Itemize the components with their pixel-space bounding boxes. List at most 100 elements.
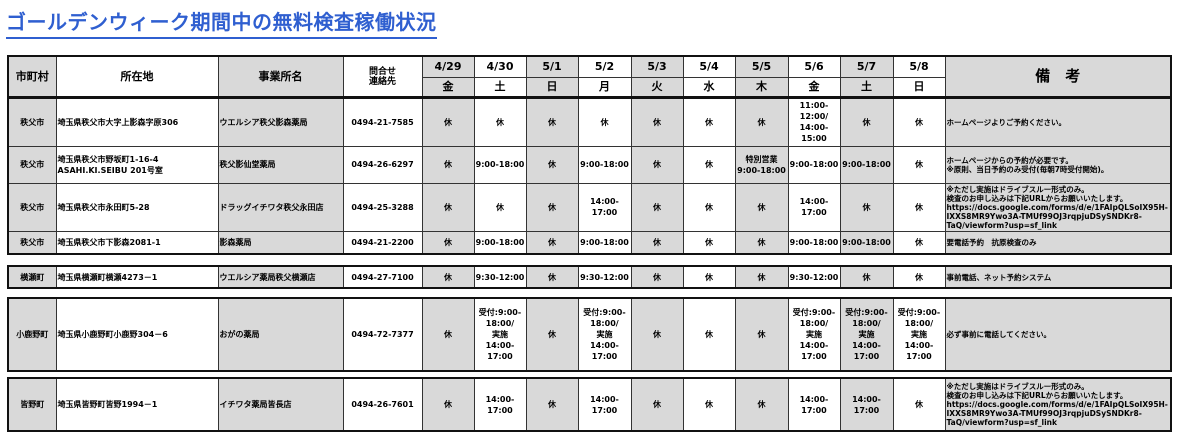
schedule-cell: 休 bbox=[421, 377, 475, 432]
table-header: 市町村 所在地 事業所名 問合せ 連絡先 4/29 4/30 5/1 5/2 5/3 5/4 5/5… bbox=[7, 55, 1172, 98]
header-office: 事業所名 bbox=[217, 55, 344, 98]
office-cell: おがの薬局 bbox=[217, 297, 344, 372]
header-weekday: 水 bbox=[682, 76, 736, 98]
table-body: 皆野町 埼玉県皆野町皆野1994－1 イチワタ薬局皆長店 0494-26-7601 休 1… bbox=[7, 377, 1172, 432]
schedule-cell: 休 bbox=[839, 182, 894, 232]
header-date: 5/2 bbox=[577, 55, 632, 78]
address-cell: 埼玉県横瀬町横瀬4273－1 bbox=[55, 265, 219, 289]
schedule-cell: 14:00- 17:00 bbox=[577, 377, 632, 432]
header-address: 所在地 bbox=[55, 55, 219, 98]
table-body: 横瀬町 埼玉県横瀬町横瀬4273－1 ウエルシア薬局秩父横瀬店 0494-27-710… bbox=[7, 265, 1172, 289]
phone-cell: 0494-72-7377 bbox=[342, 297, 423, 372]
header-municipality: 市町村 bbox=[7, 55, 57, 98]
schedule-cell: 休 bbox=[630, 145, 684, 184]
office-cell: 影森薬局 bbox=[217, 230, 344, 255]
office-cell: ウエルシア薬局秩父横瀬店 bbox=[217, 265, 344, 289]
schedule-cell: 休 bbox=[525, 145, 579, 184]
schedule-cell: 休 bbox=[421, 230, 475, 255]
municipality-cell: 皆野町 bbox=[7, 377, 57, 432]
schedule-cell: 9:30-12:00 bbox=[787, 265, 841, 289]
schedule-cell: 受付:9:00- 18:00/ 実施 14:00- 17:00 bbox=[839, 297, 894, 372]
schedule-cell: 9:00-18:00 bbox=[839, 145, 894, 184]
header-contact: 問合せ 連絡先 bbox=[342, 55, 423, 98]
address-cell: 埼玉県秩父市下影森2081-1 bbox=[55, 230, 219, 255]
header-weekday: 火 bbox=[630, 76, 684, 98]
schedule-cell: 受付:9:00- 18:00/ 実施 14:00- 17:00 bbox=[473, 297, 527, 372]
schedule-cell: 休 bbox=[734, 230, 789, 255]
phone-cell: 0494-27-7100 bbox=[342, 265, 423, 289]
header-weekday: 金 bbox=[787, 76, 841, 98]
phone-cell: 0494-21-2200 bbox=[342, 230, 423, 255]
schedule-cell: 9:30-12:00 bbox=[473, 265, 527, 289]
schedule-cell: 休 bbox=[525, 377, 579, 432]
schedule-cell: 受付:9:00- 18:00/ 実施 14:00- 17:00 bbox=[892, 297, 946, 372]
remarks-cell: 要電話予約 抗原検査のみ bbox=[944, 230, 1172, 255]
office-cell: 秩父影仙堂薬局 bbox=[217, 145, 344, 184]
schedule-cell: 休 bbox=[892, 182, 946, 232]
schedule-cell: 9:00-18:00 bbox=[577, 230, 632, 255]
address-cell: 埼玉県小鹿野町小鹿野304－6 bbox=[55, 297, 219, 372]
schedule-cell: 14:00- 17:00 bbox=[787, 377, 841, 432]
address-cell: 埼玉県皆野町皆野1994－1 bbox=[55, 377, 219, 432]
municipality-cell: 小鹿野町 bbox=[7, 297, 57, 372]
header-weekday: 月 bbox=[577, 76, 632, 98]
header-weekday: 土 bbox=[473, 76, 527, 98]
schedule-cell: 9:00-18:00 bbox=[577, 145, 632, 184]
table-body: 小鹿野町 埼玉県小鹿野町小鹿野304－6 おがの薬局 0494-72-7377 休受付:… bbox=[7, 297, 1172, 372]
schedule-cell: 休 bbox=[682, 265, 736, 289]
schedule-cell: 休 bbox=[525, 297, 579, 372]
header-date: 5/4 bbox=[682, 55, 736, 78]
schedule-cell: 受付:9:00- 18:00/ 実施 14:00- 17:00 bbox=[577, 297, 632, 372]
municipality-cell: 秩父市 bbox=[7, 97, 57, 147]
municipality-cell: 秩父市 bbox=[7, 230, 57, 255]
municipality-cell: 秩父市 bbox=[7, 145, 57, 184]
remarks-cell: ホームページよりご予約ください。 bbox=[944, 97, 1172, 147]
schedule-cell: 休 bbox=[525, 230, 579, 255]
schedule-cell: 休 bbox=[839, 265, 894, 289]
table-row: 小鹿野町 埼玉県小鹿野町小鹿野304－6 おがの薬局 0494-72-7377 休受付:… bbox=[7, 297, 1172, 372]
schedule-cell: 特別営業 9:00-18:00 bbox=[734, 145, 789, 184]
schedule-cell: 9:00-18:00 bbox=[839, 230, 894, 255]
schedule-cell: 休 bbox=[839, 97, 894, 147]
address-cell: 埼玉県秩父市野坂町1-16-4 ASAHI.KI.SEIBU 201号室 bbox=[55, 145, 219, 184]
page-title: ゴールデンウィーク期間中の無料検査稼働状況 bbox=[6, 6, 437, 39]
schedule-cell: 休 bbox=[630, 297, 684, 372]
header-weekday: 日 bbox=[892, 76, 946, 98]
remarks-cell: ※ただし実施はドライブスルー形式のみ。 検査のお申し込みは下記URLからお願いい… bbox=[944, 182, 1172, 232]
address-cell: 埼玉県秩父市永田町5-28 bbox=[55, 182, 219, 232]
schedule-cell: 休 bbox=[421, 145, 475, 184]
table-body: 秩父市 埼玉県秩父市大字上影森字原306 ウエルシア秩父影森薬局 0494-21-75… bbox=[7, 97, 1172, 255]
schedule-cell: 休 bbox=[734, 265, 789, 289]
schedule-cell: 14:00- 17:00 bbox=[577, 182, 632, 232]
schedule-cell: 休 bbox=[577, 97, 632, 147]
header-date: 5/3 bbox=[630, 55, 684, 78]
header-weekday: 日 bbox=[525, 76, 579, 98]
schedule-cell: 休 bbox=[892, 230, 946, 255]
schedule-cell: 休 bbox=[421, 182, 475, 232]
header-date: 4/30 bbox=[473, 55, 527, 78]
schedule-cell: 休 bbox=[734, 182, 789, 232]
phone-cell: 0494-25-3288 bbox=[342, 182, 423, 232]
table-row: 秩父市 埼玉県秩父市下影森2081-1 影森薬局 0494-21-2200 休 9:00-… bbox=[7, 230, 1172, 255]
schedule-cell: 休 bbox=[473, 97, 527, 147]
table-row: 秩父市 埼玉県秩父市永田町5-28 ドラッグイチワタ秩父永田店 0494-25-328… bbox=[7, 182, 1172, 232]
schedule-cell: 休 bbox=[525, 265, 579, 289]
office-cell: ドラッグイチワタ秩父永田店 bbox=[217, 182, 344, 232]
schedule-cell: 9:00-18:00 bbox=[787, 145, 841, 184]
schedule-cell: 休 bbox=[682, 230, 736, 255]
schedule-cell: 休 bbox=[421, 297, 475, 372]
office-cell: ウエルシア秩父影森薬局 bbox=[217, 97, 344, 147]
schedule-cell: 9:00-18:00 bbox=[473, 145, 527, 184]
remarks-cell: ホームページからの予約が必要です。 ※原則、当日予約のみ受付(毎朝7時受付開始)… bbox=[944, 145, 1172, 184]
schedule-cell: 14:00- 17:00 bbox=[473, 377, 527, 432]
table-row: 横瀬町 埼玉県横瀬町横瀬4273－1 ウエルシア薬局秩父横瀬店 0494-27-710… bbox=[7, 265, 1172, 289]
header-date: 5/1 bbox=[525, 55, 579, 78]
schedule-cell: 休 bbox=[421, 265, 475, 289]
schedule-cell: 休 bbox=[734, 297, 789, 372]
schedule-cell: 休 bbox=[892, 145, 946, 184]
schedule-cell: 休 bbox=[421, 97, 475, 147]
table-row: 秩父市 埼玉県秩父市大字上影森字原306 ウエルシア秩父影森薬局 0494-21-75… bbox=[7, 97, 1172, 147]
header-weekday: 金 bbox=[421, 76, 475, 98]
municipality-cell: 秩父市 bbox=[7, 182, 57, 232]
schedule-cell: 休 bbox=[473, 182, 527, 232]
